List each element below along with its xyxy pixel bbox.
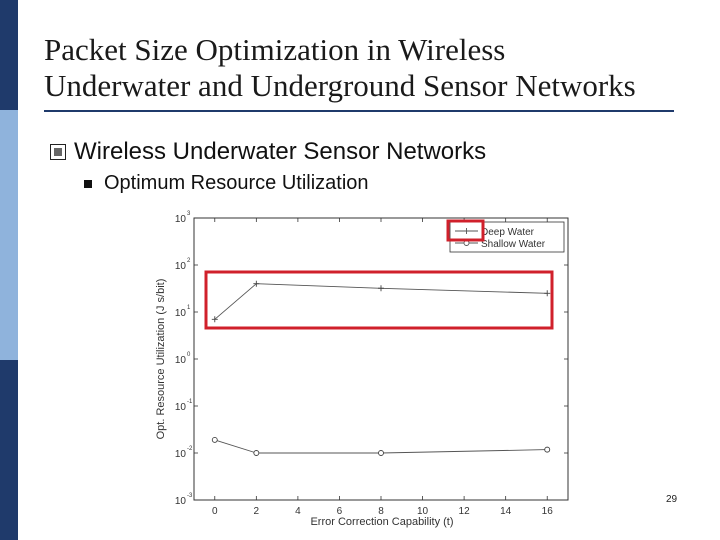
y-tick-label: 10 xyxy=(175,449,187,460)
x-tick-label: 8 xyxy=(378,506,384,517)
y-tick-label: 10 xyxy=(175,355,187,366)
legend-deep-marker xyxy=(463,228,470,234)
page-number: 29 xyxy=(666,494,678,505)
plot-area xyxy=(193,217,569,501)
red-highlight-deep-water xyxy=(204,270,554,330)
y-tick-exponent: 1 xyxy=(187,305,191,311)
title-line-1: Packet Size Optimization in Wireless xyxy=(44,32,506,67)
x-tick-label: 14 xyxy=(500,506,512,517)
x-tick-label: 12 xyxy=(459,506,471,517)
y-tick-exponent: 3 xyxy=(187,211,191,217)
red-highlight-legend xyxy=(446,219,485,242)
data-point-plus xyxy=(544,290,551,297)
y-tick-label: 10 xyxy=(175,261,187,272)
y-tick-label: 10 xyxy=(175,496,187,507)
y-tick-exponent: -2 xyxy=(187,446,193,452)
title-divider xyxy=(44,110,674,112)
sidebar-dark-bottom xyxy=(0,360,18,540)
title-line-2: Underwater and Underground Sensor Networ… xyxy=(44,68,636,103)
data-point-circle xyxy=(253,450,260,456)
y-tick-exponent: -1 xyxy=(187,399,193,405)
x-tick-label: 6 xyxy=(337,506,343,517)
data-point-circle xyxy=(211,436,218,443)
square-bullet-icon xyxy=(84,180,92,188)
legend-deep-label: Deep Water xyxy=(481,227,535,238)
x-tick-label: 0 xyxy=(212,506,218,517)
data-point-plus xyxy=(253,280,260,287)
y-tick-exponent: 0 xyxy=(187,352,191,358)
y-tick-label: 10 xyxy=(175,308,187,319)
bullet-level-2-text: Optimum Resource Utilization xyxy=(104,172,369,194)
checkbox-bullet-icon xyxy=(50,144,66,160)
y-tick-exponent: -3 xyxy=(187,493,193,499)
bullet-level-1-text: Wireless Underwater Sensor Networks xyxy=(74,138,487,165)
legend-box xyxy=(449,221,565,253)
y-tick-label: 10 xyxy=(175,214,187,225)
series-line-0 xyxy=(214,283,548,320)
x-axis-label: Error Correction Capability (t) xyxy=(310,516,453,528)
x-tick-label: 10 xyxy=(417,506,429,517)
data-point-plus xyxy=(211,316,218,323)
data-point-circle xyxy=(378,450,384,456)
x-tick-label: 4 xyxy=(295,506,301,517)
x-tick-label: 16 xyxy=(542,506,554,517)
sidebar-light xyxy=(0,110,18,360)
series-line-1 xyxy=(214,439,548,454)
y-tick-exponent: 2 xyxy=(187,258,191,264)
slide-title: Packet Size Optimization in Wireless Und… xyxy=(44,32,704,104)
sidebar-dark-top xyxy=(0,0,18,110)
x-tick-label: 2 xyxy=(254,506,260,517)
y-axis-label: Opt. Resource Utilization (J s/bit) xyxy=(155,279,167,440)
data-point-circle xyxy=(544,446,551,453)
data-point-plus xyxy=(378,285,384,292)
y-tick-label: 10 xyxy=(175,402,187,413)
legend-shallow-label: Shallow Water xyxy=(481,239,546,250)
